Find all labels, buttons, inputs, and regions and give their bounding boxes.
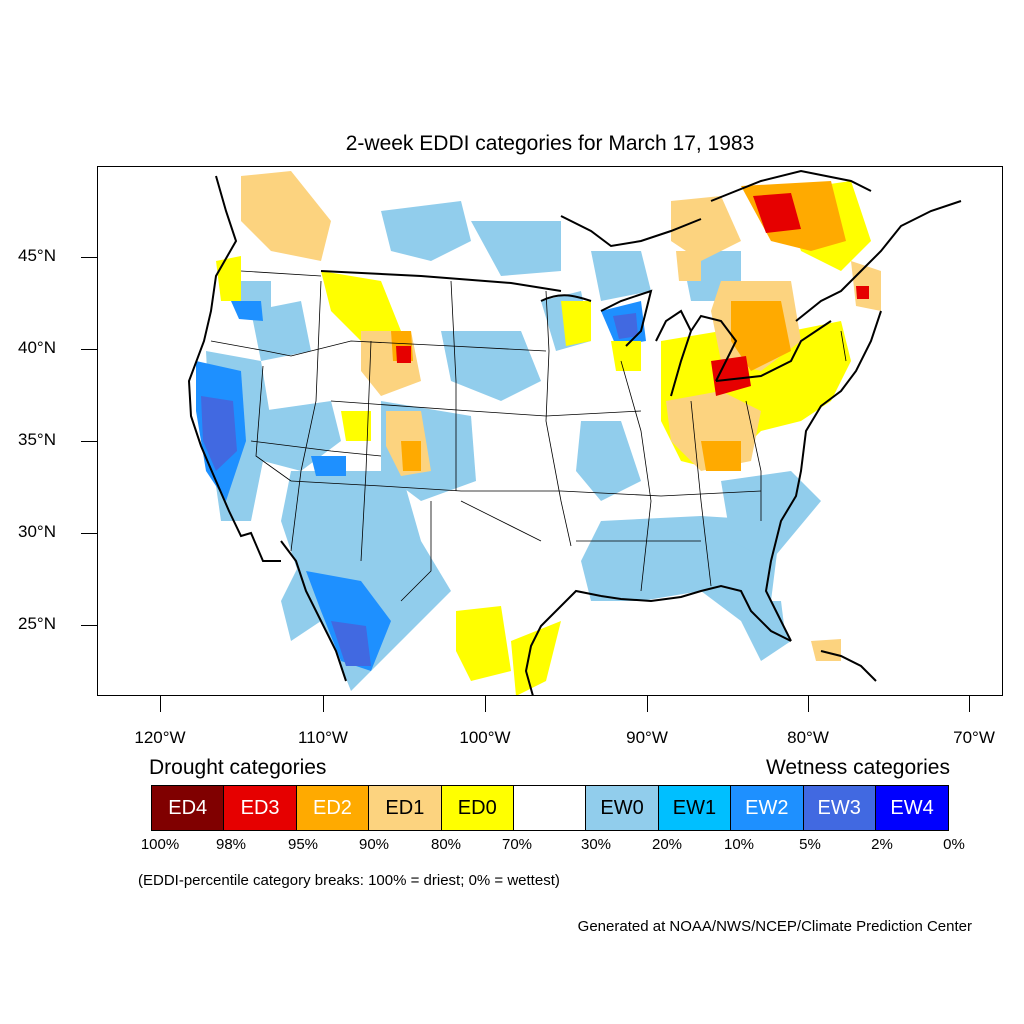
lon-tick <box>160 696 161 712</box>
pct-label: 90% <box>358 836 390 853</box>
coastlines <box>187 169 962 695</box>
drought-heading: Drought categories <box>149 756 327 779</box>
pct-label: 30% <box>580 836 612 853</box>
state-boundaries <box>210 270 847 602</box>
lon-label-100: 100°W <box>459 728 511 747</box>
lon-label-80: 80°W <box>787 728 829 747</box>
pct-label: 0% <box>943 836 965 853</box>
legend-box-ed2: ED2 <box>296 786 370 830</box>
pct-label: 95% <box>287 836 319 853</box>
pct-label: 10% <box>723 836 755 853</box>
lon-tick <box>969 696 970 712</box>
pct-label: 20% <box>651 836 683 853</box>
credit-line: Generated at NOAA/NWS/NCEP/Climate Predi… <box>577 918 972 935</box>
legend-box-ew2: EW2 <box>731 786 804 830</box>
pct-label: 100% <box>140 836 180 853</box>
lon-tick <box>485 696 486 712</box>
lat-tick <box>81 349 97 350</box>
eddi-category-shading <box>196 171 881 695</box>
lat-tick <box>81 257 97 258</box>
lon-label-110: 110°W <box>298 728 348 747</box>
lat-tick <box>81 533 97 534</box>
legend-box-ew3: EW3 <box>803 786 876 830</box>
lon-tick <box>808 696 809 712</box>
lon-label-70: 70°W <box>953 728 995 747</box>
pct-label: 98% <box>215 836 247 853</box>
legend-box-ew4: EW4 <box>875 786 949 830</box>
lat-label-25: 25°N <box>18 614 56 633</box>
lon-tick <box>647 696 648 712</box>
legend-box-ew1: EW1 <box>658 786 732 830</box>
lat-label-35: 35°N <box>18 430 56 449</box>
lat-label-45: 45°N <box>18 246 56 265</box>
map-title: 2-week EDDI categories for March 17, 198… <box>345 132 755 155</box>
pct-label: 5% <box>799 836 821 853</box>
legend-box-ed4: ED4 <box>152 786 225 830</box>
pct-label: 70% <box>501 836 533 853</box>
lon-label-90: 90°W <box>626 728 668 747</box>
legend-color-bar: ED4 ED3 ED2 ED1 ED0 EW0 EW1 EW2 EW3 EW4 <box>151 785 950 831</box>
legend-note: (EDDI-percentile category breaks: 100% =… <box>138 872 560 889</box>
legend-box-ed1: ED1 <box>369 786 442 830</box>
wetness-heading: Wetness categories <box>765 756 950 779</box>
legend-box-ew0: EW0 <box>586 786 659 830</box>
legend-box-ed0: ED0 <box>441 786 514 830</box>
legend-box-ed3: ED3 <box>224 786 297 830</box>
map-plot-area <box>97 166 1003 696</box>
lat-label-40: 40°N <box>18 338 56 357</box>
lon-tick <box>323 696 324 712</box>
eddi-map <box>187 169 962 695</box>
legend-box-neutral <box>513 786 587 830</box>
pct-label: 2% <box>871 836 893 853</box>
lat-tick <box>81 625 97 626</box>
lat-tick <box>81 441 97 442</box>
lat-label-30: 30°N <box>18 522 56 541</box>
lon-label-120: 120°W <box>134 728 186 747</box>
pct-label: 80% <box>430 836 462 853</box>
